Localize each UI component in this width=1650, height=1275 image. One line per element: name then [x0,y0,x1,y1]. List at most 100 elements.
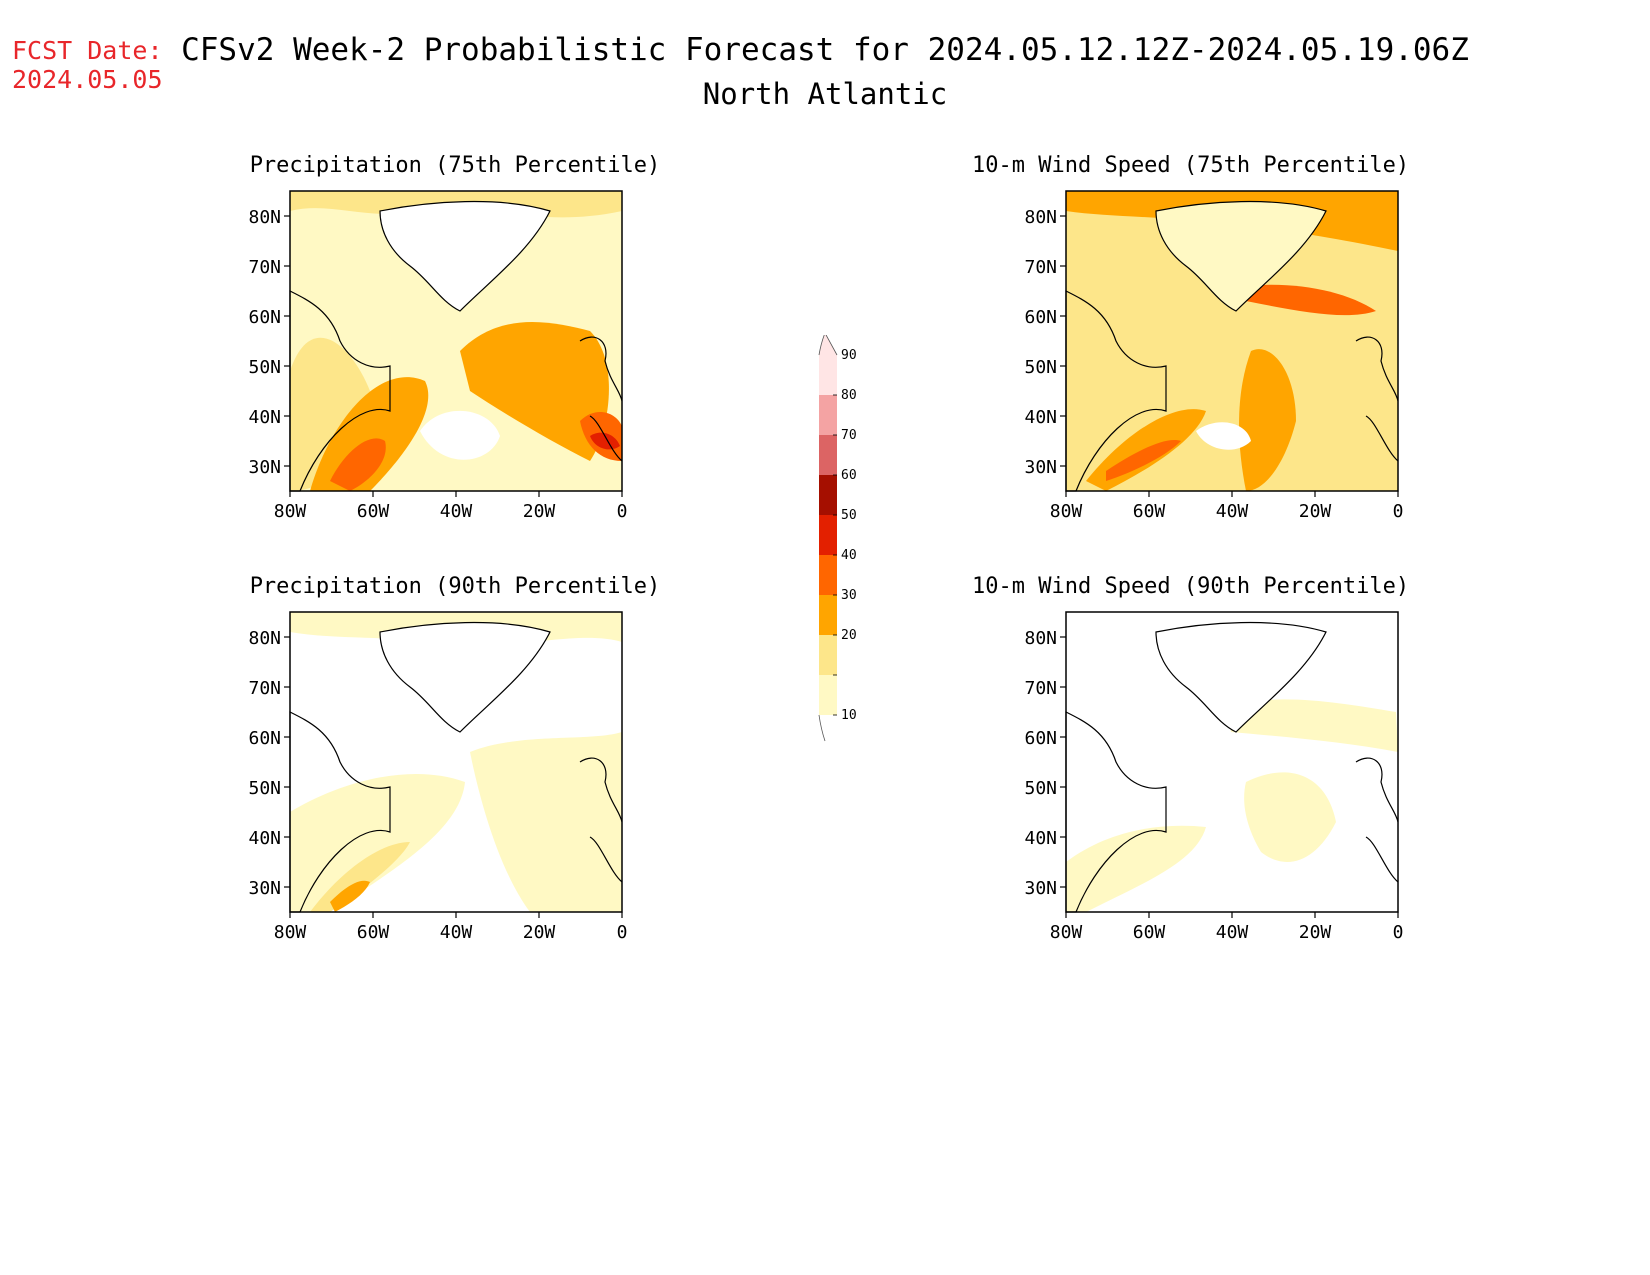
forecast-date-label: FCST Date: [12,36,163,65]
europe-coast [579,757,623,823]
lat-tick-label: 40N [1024,828,1057,849]
lon-tick-label: 60W [357,922,390,943]
field-southwest-core [310,842,410,912]
europe-coast [1355,336,1399,402]
lat-axis: 80N 70N 60N 50N 40N 30N [248,628,290,899]
lon-tick-label: 60W [1133,922,1166,943]
north-america-coast [289,290,391,492]
lat-tick-label: 70N [248,257,281,278]
north-america-coast [289,711,391,913]
lat-tick-label: 40N [248,828,281,849]
colorbar-label: 10 [841,708,857,723]
colorbar-label: 40 [841,548,857,563]
main-title: CFSv2 Week-2 Probabilistic Forecast for … [181,32,1469,68]
lat-tick-label: 60N [1024,307,1057,328]
lon-axis: 80W 60W 40W 20W 0 [1050,491,1404,522]
colorbar-segment [819,515,837,555]
colorbar-label: 50 [841,508,857,523]
colorbar-label: 80 [841,388,857,403]
lon-tick-label: 80W [274,501,307,522]
colorbar-label: 90 [841,348,857,363]
forecast-date-value: 2024.05.05 [12,65,163,94]
africa-coast [1365,836,1399,883]
field-southwest-peak [330,438,386,491]
colorbar-segment [819,475,837,515]
map-wind-75: 80N 70N 60N 50N 40N 30N 80W 60W 40W 20W 0 [998,190,1418,531]
field-iceland-band [1246,284,1376,316]
colorbar-label: 60 [841,468,857,483]
map-wind-90: 80N 70N 60N 50N 40N 30N 80W 60W 40W 20W 0 [998,611,1418,952]
lat-tick-label: 60N [248,307,281,328]
panel-title-wind-75: 10-m Wind Speed (75th Percentile) [972,153,1410,178]
field-southwest-peak [330,880,370,912]
lon-tick-label: 80W [1050,501,1083,522]
colorbar-label: 20 [841,628,857,643]
lat-tick-label: 80N [248,628,281,649]
lon-tick-label: 60W [1133,501,1166,522]
field-central-core [460,322,609,461]
lon-tick-label: 0 [1393,501,1404,522]
lat-tick-label: 80N [1024,628,1057,649]
africa-coast [1365,415,1399,462]
field-southwest-peak [1106,440,1181,481]
north-america-coast [1065,711,1167,913]
lat-tick-label: 70N [1024,257,1057,278]
colorbar-top-arrow [818,332,838,356]
field-iceland-band [1226,699,1398,752]
lon-axis: 80W 60W 40W 20W 0 [274,491,628,522]
lon-tick-label: 20W [1299,922,1332,943]
lon-tick-label: 40W [440,922,473,943]
lon-tick-label: 20W [523,922,556,943]
region-title: North Atlantic [702,77,948,111]
europe-coast [579,336,623,402]
lon-tick-label: 40W [440,501,473,522]
lat-axis: 80N 70N 60N 50N 40N 30N [248,207,290,478]
lat-tick-label: 40N [1024,407,1057,428]
map-precip-75: 80N 70N 60N 50N 40N 30N 80W 60W 40W 20W 0 [222,190,642,531]
map-precip-75-svg: 80N 70N 60N 50N 40N 30N 80W 60W 40W 20W 0 [248,190,628,522]
colorbar-bottom-arrow [818,714,826,742]
panel-title-precip-90: Precipitation (90th Percentile) [249,574,661,599]
lon-tick-label: 0 [617,922,628,943]
colorbar-segment [819,435,837,475]
lon-tick-label: 20W [1299,501,1332,522]
colorbar-segment [819,675,837,715]
greenland-outline [1155,621,1327,733]
colorbar-segment [819,595,837,635]
north-america-coast [1065,290,1167,492]
field-southwest [1066,825,1206,912]
map-wind-90-svg: 80N 70N 60N 50N 40N 30N 80W 60W 40W 20W 0 [1024,611,1404,943]
greenland-outline [379,200,551,312]
field-southwest-core [310,377,429,491]
lon-tick-label: 80W [1050,922,1083,943]
lon-tick-label: 40W [1216,501,1249,522]
africa-coast [589,415,623,462]
lon-axis: 80W 60W 40W 20W 0 [274,912,628,943]
colorbar-segment [819,355,837,395]
colorbar-segment [819,635,837,675]
colorbar-svg: 10 20 30 40 50 60 70 80 90 [818,332,857,742]
field-southwest [290,773,465,912]
field-central [1244,772,1336,862]
lon-axis: 80W 60W 40W 20W 0 [1050,912,1404,943]
field-gap [1196,422,1251,450]
lon-tick-label: 0 [1393,922,1404,943]
lat-tick-label: 70N [1024,678,1057,699]
lat-tick-label: 70N [248,678,281,699]
europe-coast [1355,757,1399,823]
lat-tick-label: 30N [248,878,281,899]
map-precip-90: 80N 70N 60N 50N 40N 30N 80W 60W 40W 20W 0 [222,611,642,952]
lon-tick-label: 60W [357,501,390,522]
map-wind-75-svg: 80N 70N 60N 50N 40N 30N 80W 60W 40W 20W 0 [1024,190,1404,522]
lat-tick-label: 30N [1024,878,1057,899]
lon-tick-label: 20W [523,501,556,522]
field-east [470,732,622,912]
lat-tick-label: 50N [1024,778,1057,799]
lon-tick-label: 0 [617,501,628,522]
lon-tick-label: 80W [274,922,307,943]
panel-title-precip-75: Precipitation (75th Percentile) [249,153,661,178]
forecast-date-block: FCST Date: 2024.05.05 [12,36,163,94]
lon-tick-label: 40W [1216,922,1249,943]
colorbar-label: 30 [841,588,857,603]
lat-tick-label: 40N [248,407,281,428]
